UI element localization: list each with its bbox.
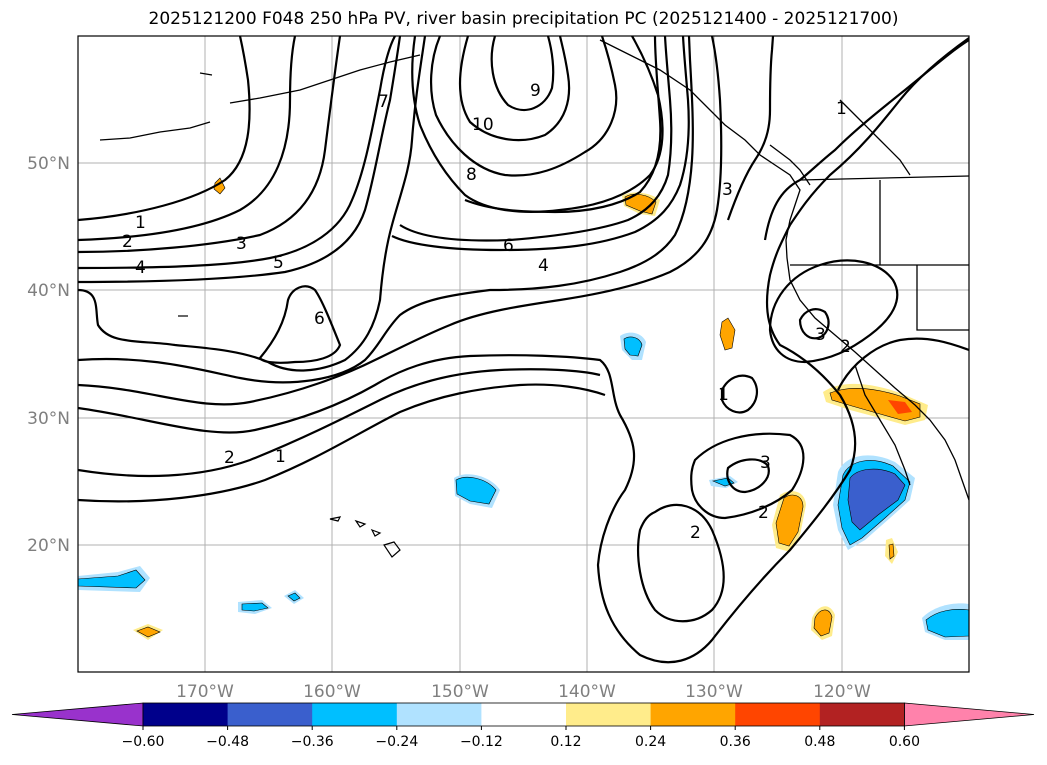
- colorbar-outline: [142, 702, 905, 727]
- map-frame: [77, 35, 970, 673]
- contour-label-3c: 3: [815, 325, 826, 345]
- colorbar-tick-label: −0.12: [460, 734, 503, 750]
- map-plot-area: [78, 36, 969, 672]
- latitude-labels: 50°N 40°N 30°N 20°N: [27, 154, 70, 556]
- contour-label-1a: 1: [135, 213, 146, 233]
- colorbar-segment: [819, 703, 905, 726]
- lat-label-50: 50°N: [27, 154, 70, 174]
- lon-label-150: 150°W: [431, 682, 489, 702]
- contour-label-5a: 5: [273, 253, 284, 273]
- contour-label-1c: 1: [836, 99, 847, 119]
- colorbar-tick-label: 0.36: [720, 734, 751, 750]
- gridlines: [78, 36, 969, 672]
- contour-label-4b: 4: [538, 256, 549, 276]
- contour-label-2e: 2: [690, 523, 701, 543]
- contour-label-8: 8: [466, 165, 477, 185]
- contour-label-2b: 2: [224, 448, 235, 468]
- lon-label-140: 140°W: [558, 682, 616, 702]
- map-title: 2025121200 F048 250 hPa PV, river basin …: [148, 9, 899, 29]
- colorbar-segment: [312, 703, 398, 726]
- colorbar-segment: [650, 703, 736, 726]
- contour-label-4a: 4: [135, 258, 146, 278]
- contour-label-2d: 2: [758, 503, 769, 523]
- colorbar-segment: [143, 703, 229, 726]
- contour-label-7: 7: [378, 92, 389, 112]
- contour-label-10: 10: [472, 115, 494, 135]
- contour-label-1b: 1: [275, 447, 286, 467]
- colorbar-tick-label: 0.12: [550, 734, 581, 750]
- colorbar-tick-label: −0.24: [375, 734, 418, 750]
- colorbar-segment: [227, 703, 313, 726]
- contour-label-3b: 3: [722, 180, 733, 200]
- colorbar-segment: [735, 703, 821, 726]
- colorbar-tick-label: −0.48: [206, 734, 249, 750]
- longitude-labels: 170°W 160°W 150°W 140°W 130°W 120°W: [176, 682, 871, 702]
- contour-label-2a: 2: [122, 232, 133, 252]
- lon-label-120: 120°W: [813, 682, 871, 702]
- lon-label-130: 130°W: [685, 682, 743, 702]
- colorbar-segment: [396, 703, 482, 726]
- islands: [178, 72, 401, 558]
- pv-contours: [78, 36, 969, 664]
- contour-label-9: 9: [530, 81, 541, 101]
- lat-label-20: 20°N: [27, 536, 70, 556]
- lat-label-40: 40°N: [27, 281, 70, 301]
- contour-labels: 1 2 3 4 5 6 7 8 9 10 6 4 3 2 1 3 2 1 1 2…: [122, 81, 851, 543]
- colorbar: −0.60 −0.48 −0.36 −0.24 −0.12 0.12 0.24 0.36 0.4…: [11, 702, 1035, 750]
- lat-label-30: 30°N: [27, 409, 70, 429]
- colorbar-tick-label: 0.48: [804, 734, 835, 750]
- lon-label-170: 170°W: [176, 682, 234, 702]
- contour-label-6b: 6: [503, 236, 514, 256]
- contour-label-3a: 3: [236, 234, 247, 254]
- colorbar-tick-label: −0.60: [122, 734, 165, 750]
- colorbar-tick-label: −0.36: [291, 734, 334, 750]
- contour-label-3d: 3: [760, 453, 771, 473]
- colorbar-tick-label: 0.60: [889, 734, 920, 750]
- contour-label-2c: 2: [840, 337, 851, 357]
- colorbar-segment: [481, 703, 567, 726]
- colorbar-extend-low: [11, 702, 144, 727]
- colorbar-segment: [566, 703, 652, 726]
- contour-label-6a: 6: [314, 309, 325, 329]
- lon-label-160: 160°W: [303, 682, 361, 702]
- colorbar-extend-high: [904, 702, 1035, 727]
- contour-label-1d: 1: [718, 385, 729, 405]
- colorbar-tick-label: 0.24: [635, 734, 666, 750]
- precipitation-shading: [78, 177, 969, 640]
